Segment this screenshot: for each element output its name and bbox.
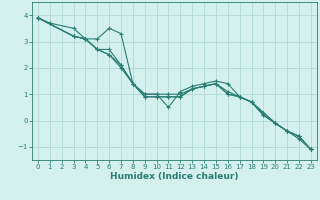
- X-axis label: Humidex (Indice chaleur): Humidex (Indice chaleur): [110, 172, 239, 181]
